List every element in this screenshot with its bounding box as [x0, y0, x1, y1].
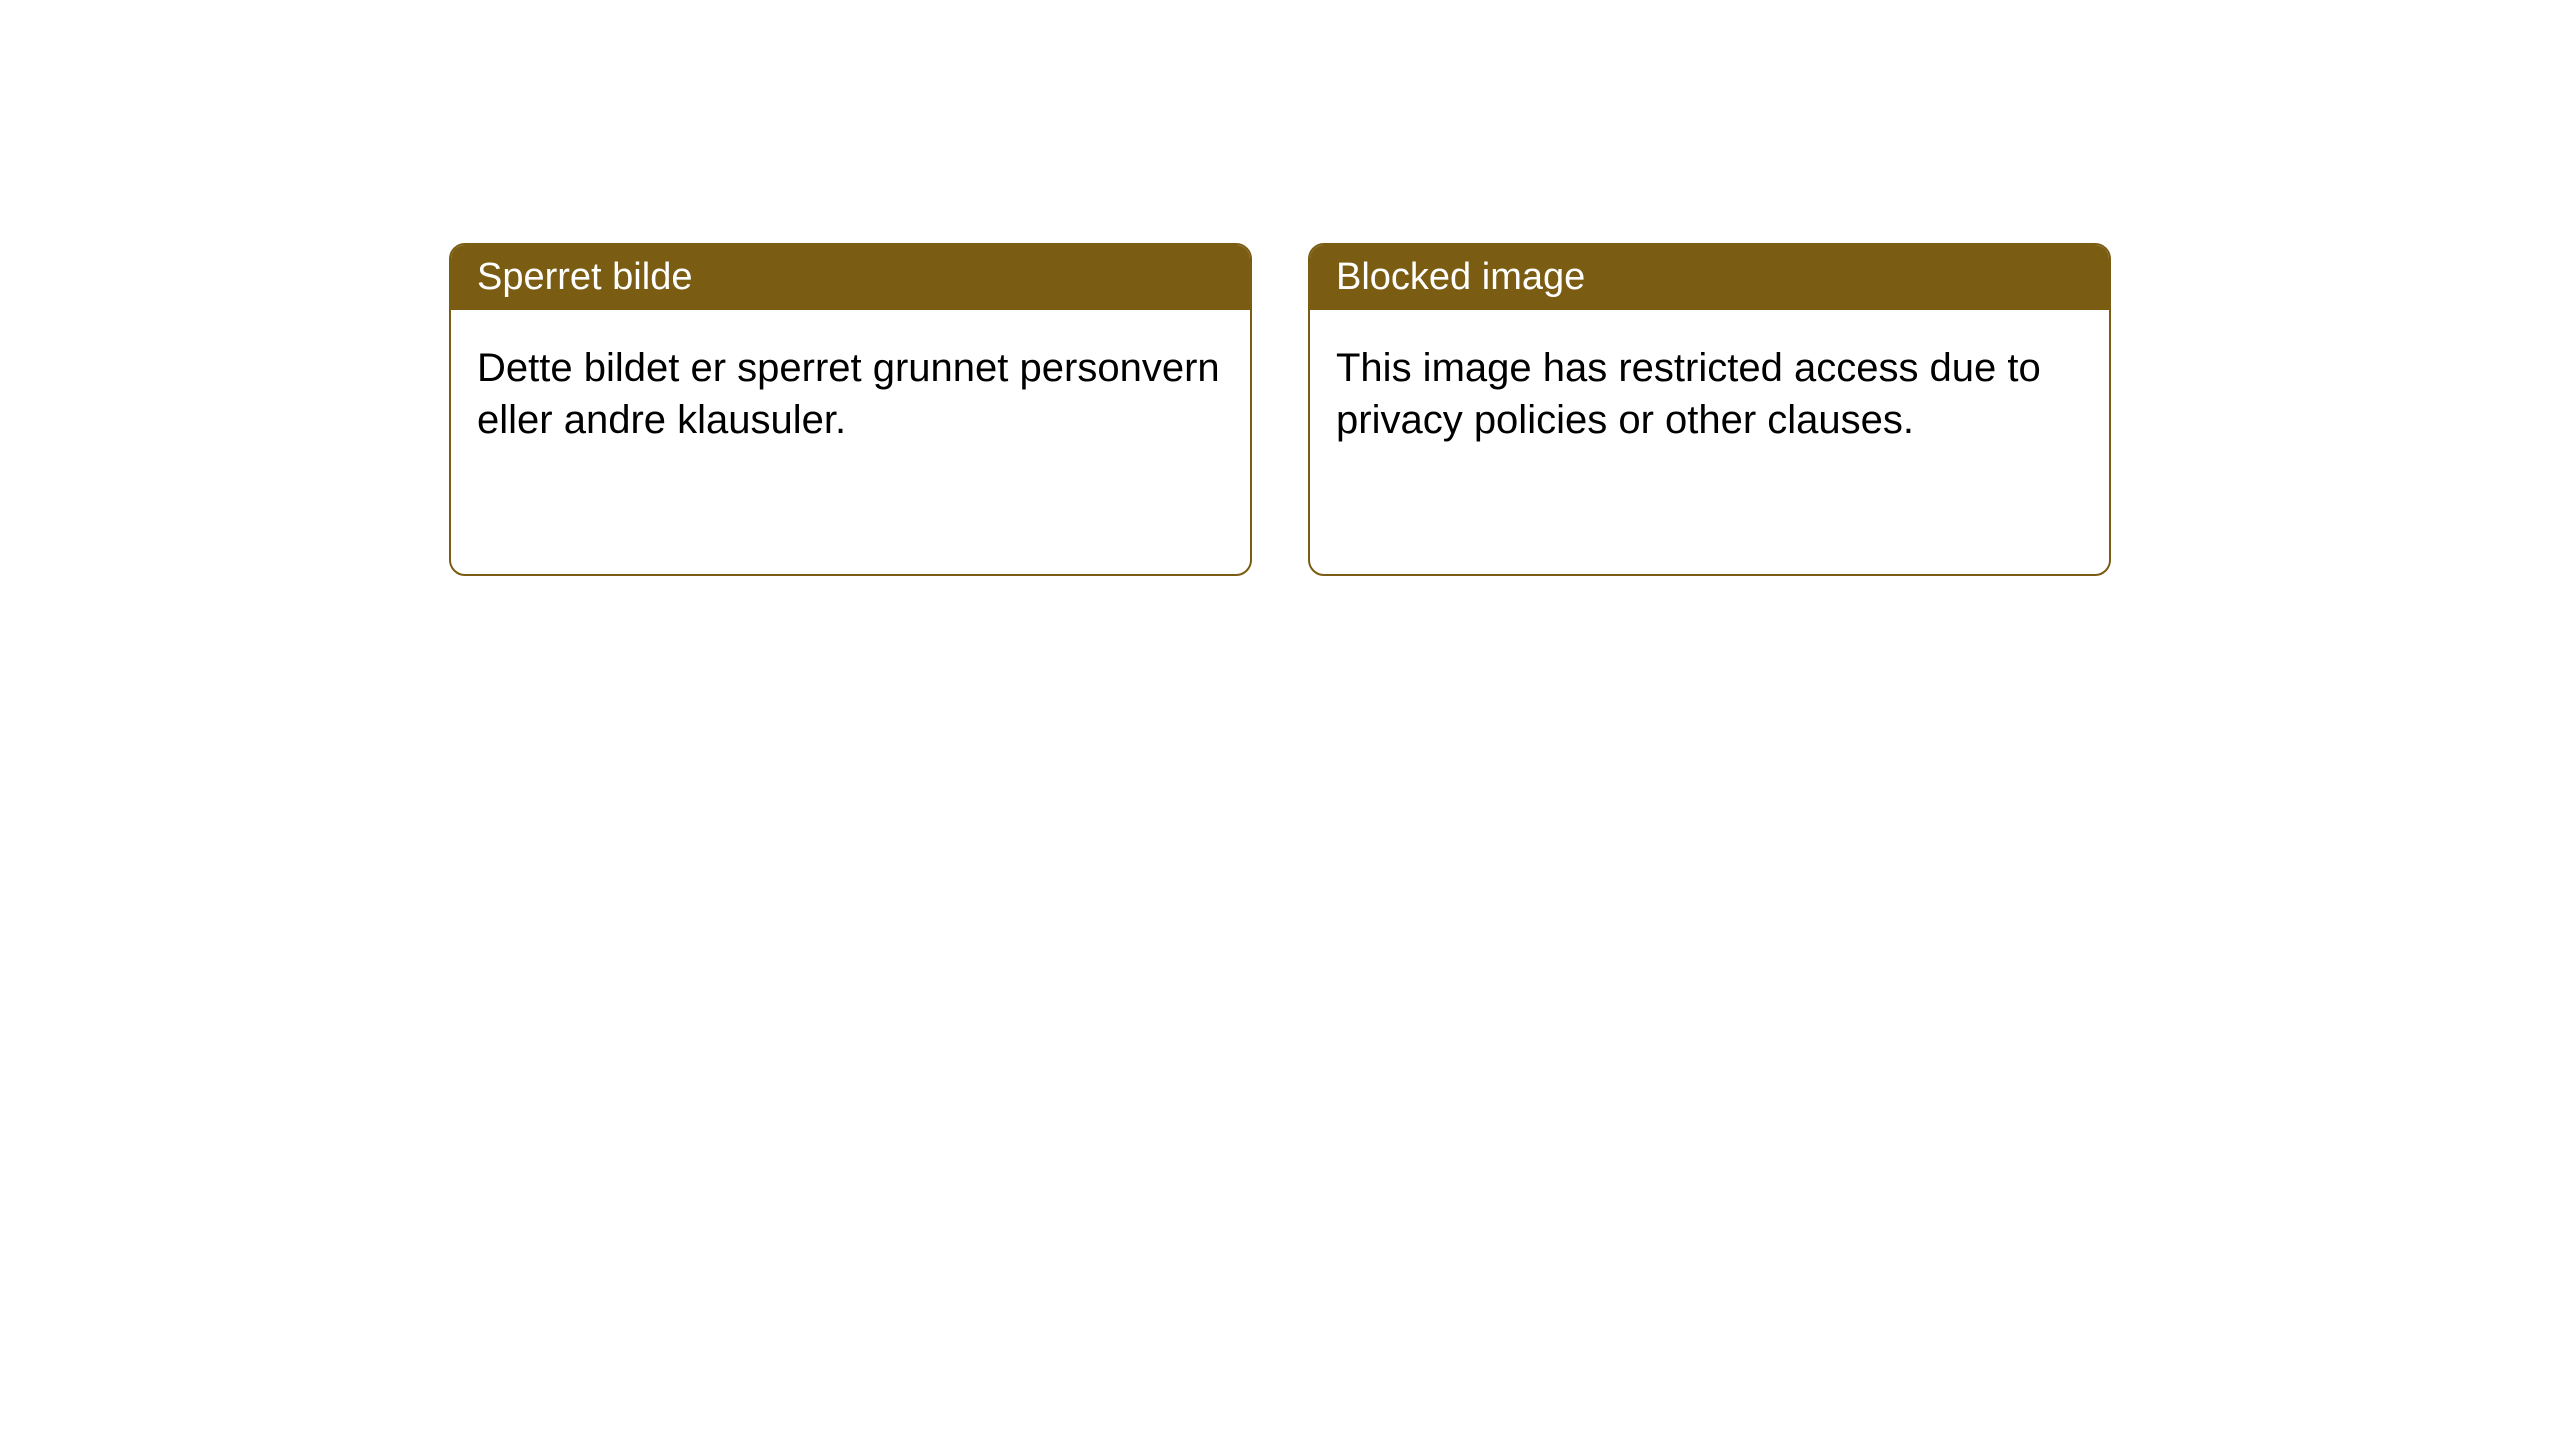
notice-card-header: Sperret bilde — [451, 245, 1250, 310]
notice-container: Sperret bilde Dette bildet er sperret gr… — [0, 0, 2560, 576]
notice-title: Sperret bilde — [477, 256, 692, 298]
notice-card-body: This image has restricted access due to … — [1310, 310, 2109, 478]
notice-body-text: This image has restricted access due to … — [1336, 346, 2041, 442]
notice-card-english: Blocked image This image has restricted … — [1308, 243, 2111, 576]
notice-card-header: Blocked image — [1310, 245, 2109, 310]
notice-card-norwegian: Sperret bilde Dette bildet er sperret gr… — [449, 243, 1252, 576]
notice-title: Blocked image — [1336, 256, 1585, 298]
notice-body-text: Dette bildet er sperret grunnet personve… — [477, 346, 1220, 442]
notice-card-body: Dette bildet er sperret grunnet personve… — [451, 310, 1250, 478]
